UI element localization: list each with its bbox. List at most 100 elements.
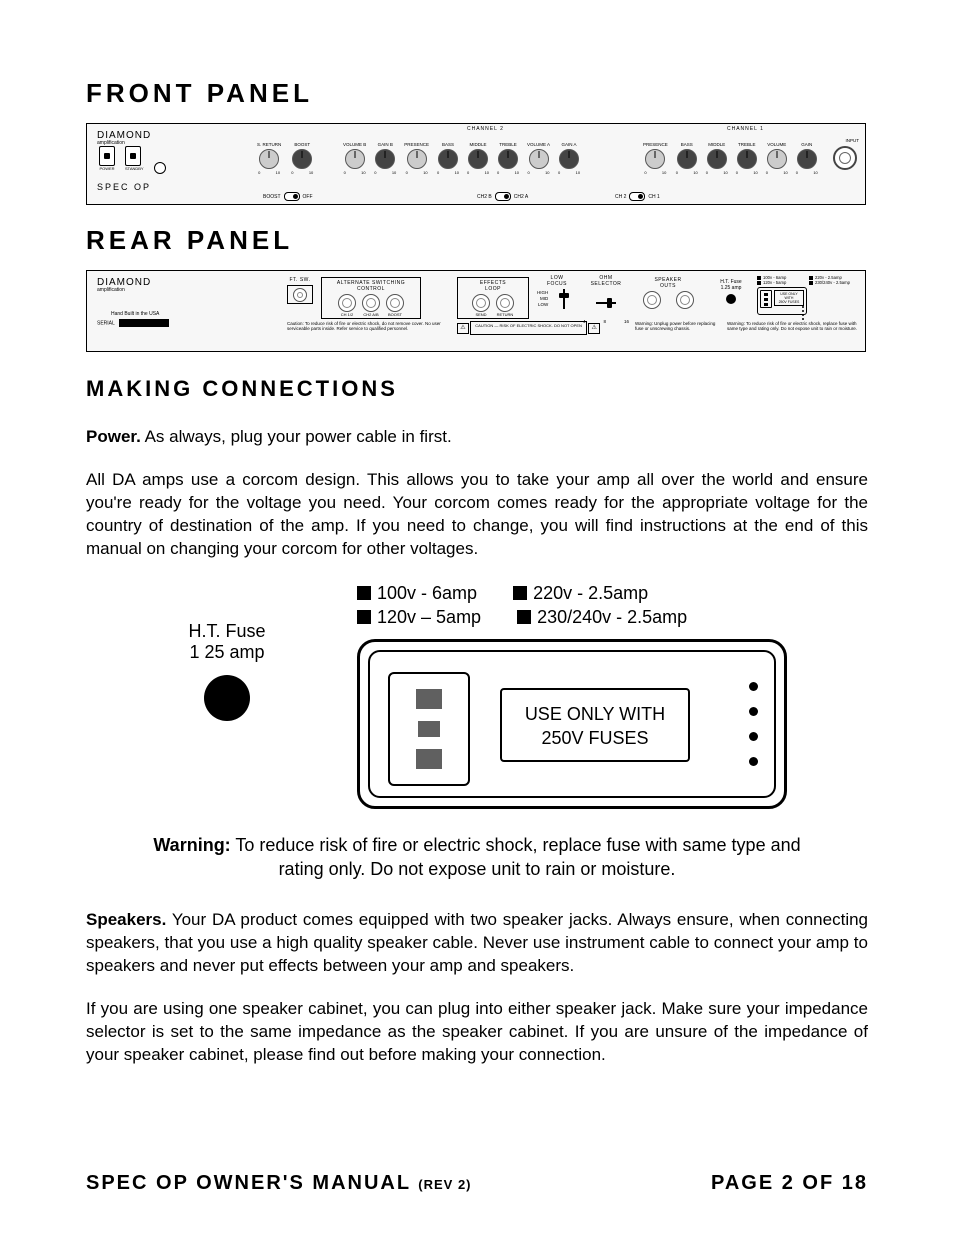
knob-dial[interactable] bbox=[292, 149, 312, 169]
standby-label: STANDBY bbox=[125, 166, 144, 171]
low-focus-slider[interactable] bbox=[561, 289, 567, 309]
knob-label: BASS bbox=[437, 142, 459, 147]
knob-dial[interactable] bbox=[707, 149, 727, 169]
knob-dial[interactable] bbox=[259, 149, 279, 169]
ch2ab-toggle[interactable] bbox=[495, 192, 511, 201]
page-footer: SPEC OP OWNER'S MANUAL (REV 2) PAGE 2 OF… bbox=[86, 1172, 868, 1195]
knob-dial[interactable] bbox=[529, 149, 549, 169]
jack-label: BOOST bbox=[386, 312, 404, 317]
knob-volume-a[interactable]: VOLUME A010 bbox=[527, 142, 550, 175]
speakers-text-1: Your DA product comes equipped with two … bbox=[86, 910, 868, 975]
knob-gain-a[interactable]: GAIN A010 bbox=[558, 142, 580, 175]
alt-switch-title: ALTERNATE SWITCHING CONTROL bbox=[326, 280, 416, 292]
fx-jack-send: SEND bbox=[472, 294, 490, 317]
knob-bass[interactable]: BASS010 bbox=[676, 142, 698, 175]
knob-volume[interactable]: VOLUME010 bbox=[766, 142, 788, 175]
alt-jack-ch2-a-b: CH2 A/B bbox=[362, 294, 380, 317]
knob-presence[interactable]: PRESENCE010 bbox=[643, 142, 668, 175]
knob-label: GAIN A bbox=[558, 142, 580, 147]
ohm-slider[interactable] bbox=[596, 300, 616, 306]
voltage-legend-item: 230/240v - 2.5amp bbox=[809, 280, 857, 285]
ch2ab-a: CH2 B bbox=[477, 194, 492, 200]
knob-dial[interactable] bbox=[468, 149, 488, 169]
speaker-jack-1[interactable] bbox=[643, 291, 661, 309]
knob-dial[interactable] bbox=[498, 149, 518, 169]
front-panel-figure: DIAMOND amplification SPEC OP POWER STAN… bbox=[86, 123, 866, 205]
voltage-legend-item: 120v - 5amp bbox=[757, 280, 805, 285]
knob-dial[interactable] bbox=[767, 149, 787, 169]
boost-toggle[interactable] bbox=[284, 192, 300, 201]
knob-gain-b[interactable]: GAIN B010 bbox=[374, 142, 396, 175]
knob-middle[interactable]: MIDDLE010 bbox=[706, 142, 728, 175]
jack[interactable] bbox=[338, 294, 356, 312]
boost-off: OFF bbox=[303, 194, 313, 200]
knob-middle[interactable]: MIDDLE010 bbox=[467, 142, 489, 175]
voltage-dot bbox=[749, 757, 758, 766]
knob-treble[interactable]: TREBLE010 bbox=[736, 142, 758, 175]
indicator-led bbox=[154, 162, 166, 174]
low-focus-group: LOW FOCUS HIGH MID LOW bbox=[537, 275, 577, 309]
knob-presence[interactable]: PRESENCE 010 bbox=[404, 142, 429, 175]
knob-ticks: 010 bbox=[766, 170, 788, 175]
knob-dial[interactable] bbox=[345, 149, 365, 169]
voltage-dot bbox=[749, 707, 758, 716]
voltage-dot bbox=[749, 682, 758, 691]
ftsw-jack[interactable] bbox=[293, 288, 307, 302]
knob-label: PRESENCE bbox=[404, 142, 429, 147]
corcom-outline: USE ONLY WITH 250V FUSES bbox=[357, 639, 787, 809]
diagram-htfuse-rating: 1 25 amp bbox=[157, 642, 297, 663]
knob-volume-b[interactable]: VOLUME B010 bbox=[343, 142, 366, 175]
voltage-legend-group: 100v - 6amp220v - 2.5amp120v - 5amp230/2… bbox=[757, 275, 857, 320]
plug-prong bbox=[418, 721, 440, 737]
knob-s-return[interactable]: S. RETURN010 bbox=[257, 142, 281, 175]
caution-bar-row: ⚠ CAUTION — RISK OF ELECTRIC SHOCK. DO N… bbox=[457, 321, 600, 335]
input-jack[interactable] bbox=[833, 146, 857, 170]
knob-dial[interactable] bbox=[645, 149, 665, 169]
diagram-legend: 100v - 6amp 220v - 2.5amp 120v – 5amp 23… bbox=[357, 581, 687, 629]
htfuse-rating: 1.25 amp bbox=[713, 285, 749, 291]
plug-prong bbox=[416, 749, 442, 769]
ohm-16: 16 bbox=[624, 319, 629, 324]
jack[interactable] bbox=[472, 294, 490, 312]
knob-ticks: 010 bbox=[406, 170, 428, 175]
jack[interactable] bbox=[386, 294, 404, 312]
power-paragraph: Power. As always, plug your power cable … bbox=[86, 426, 868, 449]
knob-dial[interactable] bbox=[375, 149, 395, 169]
fuse-circle-icon bbox=[204, 675, 250, 721]
knob-dial[interactable] bbox=[559, 149, 579, 169]
knob-gain[interactable]: GAIN010 bbox=[796, 142, 818, 175]
knob-label: VOLUME A bbox=[527, 142, 550, 147]
ch12-a: CH 2 bbox=[615, 194, 626, 200]
heading-rear-panel: REAR PANEL bbox=[86, 225, 868, 256]
logo-sub: amplification bbox=[97, 141, 151, 145]
knob-dial[interactable] bbox=[438, 149, 458, 169]
power-label: POWER bbox=[99, 166, 115, 171]
jack-label: SEND bbox=[472, 312, 490, 317]
knob-label: PRESENCE bbox=[643, 142, 668, 147]
lf-low: LOW bbox=[537, 302, 548, 308]
power-switch[interactable] bbox=[99, 146, 115, 166]
corcom-mini-plug bbox=[760, 290, 772, 308]
effects-group: EFFECTS LOOP SENDRETURN bbox=[457, 277, 529, 319]
knob-boost[interactable]: BOOST010 bbox=[291, 142, 313, 175]
standby-switch[interactable] bbox=[125, 146, 141, 166]
speaker-jack-2[interactable] bbox=[676, 291, 694, 309]
ch12-toggle[interactable] bbox=[629, 192, 645, 201]
legend-square-icon bbox=[513, 586, 527, 600]
ohm-title: OHM SELECTOR bbox=[583, 275, 629, 287]
knob-treble[interactable]: TREBLE010 bbox=[497, 142, 519, 175]
knob-dial[interactable] bbox=[677, 149, 697, 169]
knob-ticks: 010 bbox=[258, 170, 280, 175]
caution-bar: CAUTION — RISK OF ELECTRIC SHOCK. DO NOT… bbox=[470, 321, 587, 335]
hand-built-text: Hand Built in the USA bbox=[111, 311, 159, 317]
jack[interactable] bbox=[362, 294, 380, 312]
speakers-paragraph-1: Speakers. Your DA product comes equipped… bbox=[86, 909, 868, 978]
knob-dial[interactable] bbox=[737, 149, 757, 169]
ohm-4: 4 bbox=[583, 319, 586, 324]
knob-ticks: 010 bbox=[437, 170, 459, 175]
knob-ticks: 010 bbox=[706, 170, 728, 175]
knob-dial[interactable] bbox=[797, 149, 817, 169]
jack[interactable] bbox=[496, 294, 514, 312]
knob-dial[interactable] bbox=[407, 149, 427, 169]
knob-bass[interactable]: BASS 010 bbox=[437, 142, 459, 175]
